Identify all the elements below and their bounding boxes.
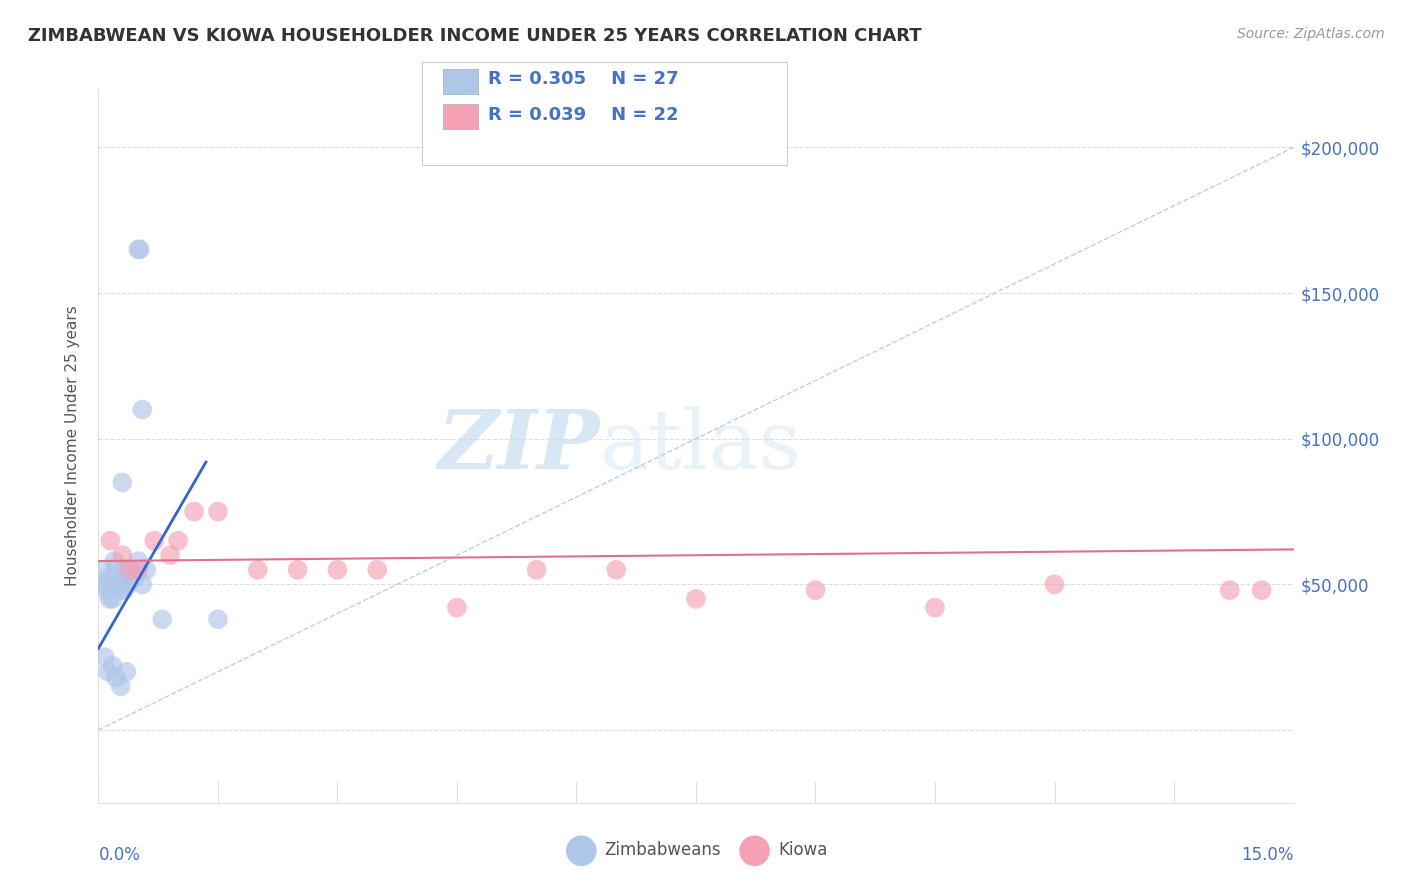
Point — [1219, 583, 1241, 598]
Point — [110, 583, 132, 598]
Point — [104, 563, 127, 577]
Point — [101, 659, 124, 673]
Text: 0.0%: 0.0% — [98, 846, 141, 863]
Y-axis label: Householder Income Under 25 years: Householder Income Under 25 years — [65, 306, 80, 586]
Point — [287, 563, 309, 577]
Point — [605, 563, 627, 577]
Text: R = 0.305    N = 27: R = 0.305 N = 27 — [488, 70, 679, 88]
Point — [127, 243, 149, 257]
Point — [366, 563, 388, 577]
Point — [111, 572, 134, 586]
Point — [526, 563, 548, 577]
Point — [103, 554, 125, 568]
Point — [115, 563, 138, 577]
Point — [104, 671, 127, 685]
Point — [115, 665, 138, 679]
Point — [685, 591, 707, 606]
Point — [124, 572, 146, 586]
Point — [326, 563, 349, 577]
Text: ZIMBABWEAN VS KIOWA HOUSEHOLDER INCOME UNDER 25 YEARS CORRELATION CHART: ZIMBABWEAN VS KIOWA HOUSEHOLDER INCOME U… — [28, 27, 922, 45]
Point — [112, 583, 135, 598]
Point — [107, 577, 129, 591]
Point — [111, 475, 134, 490]
Point — [96, 583, 118, 598]
Point — [94, 650, 117, 665]
Text: Source: ZipAtlas.com: Source: ZipAtlas.com — [1237, 27, 1385, 41]
Point — [97, 572, 120, 586]
Text: ZIP: ZIP — [437, 406, 600, 486]
Point — [128, 243, 150, 257]
Point — [150, 612, 173, 626]
Point — [94, 577, 117, 591]
Point — [131, 577, 153, 591]
Text: R = 0.039    N = 22: R = 0.039 N = 22 — [488, 106, 679, 124]
Point — [127, 554, 149, 568]
Point — [91, 563, 114, 577]
Point — [804, 583, 827, 598]
Point — [143, 533, 166, 548]
Point — [1043, 577, 1066, 591]
Text: 15.0%: 15.0% — [1241, 846, 1294, 863]
Point — [159, 548, 181, 562]
Point — [183, 504, 205, 518]
Point — [101, 591, 124, 606]
Point — [98, 591, 121, 606]
Point — [118, 577, 141, 591]
Text: atlas: atlas — [600, 406, 803, 486]
Point — [246, 563, 269, 577]
Point — [120, 563, 142, 577]
Legend: Zimbabweans, Kiowa: Zimbabweans, Kiowa — [558, 835, 834, 866]
Point — [1250, 583, 1272, 598]
Point — [446, 600, 468, 615]
Point — [111, 548, 134, 562]
Point — [167, 533, 190, 548]
Point — [207, 504, 229, 518]
Point — [131, 402, 153, 417]
Point — [127, 563, 149, 577]
Point — [100, 577, 122, 591]
Point — [207, 612, 229, 626]
Point — [98, 533, 122, 548]
Point — [924, 600, 946, 615]
Point — [135, 563, 157, 577]
Point — [97, 665, 120, 679]
Point — [110, 679, 132, 693]
Point — [120, 563, 142, 577]
